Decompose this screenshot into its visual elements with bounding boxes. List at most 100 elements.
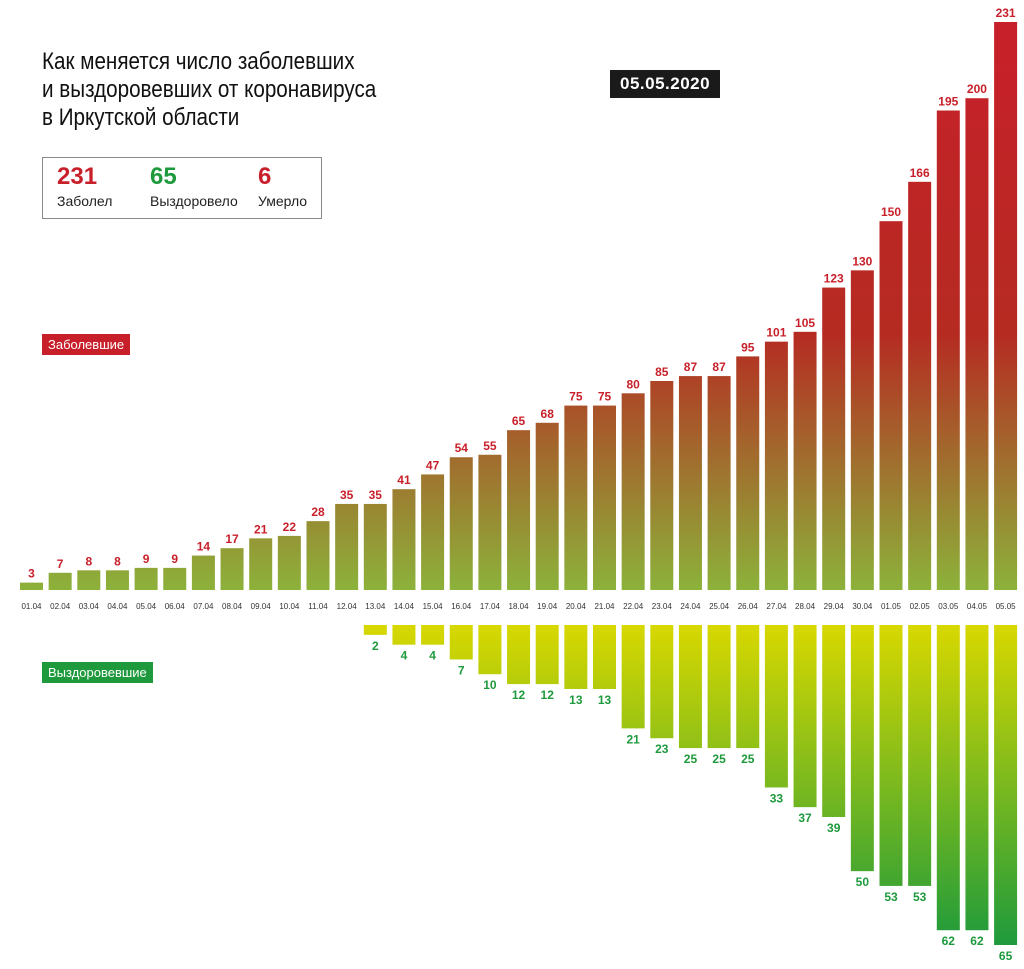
x-tick-label: 08.04 — [222, 602, 243, 611]
infected-value-label: 35 — [340, 488, 354, 502]
infected-value-label: 14 — [197, 540, 211, 554]
infected-value-label: 123 — [824, 272, 844, 286]
recovered-bar — [936, 625, 960, 931]
recovered-value-label: 23 — [655, 742, 669, 756]
recovered-value-label: 13 — [598, 693, 612, 707]
x-tick-label: 17.04 — [480, 602, 501, 611]
stat-infected-value: 231 — [57, 163, 98, 190]
infected-value-label: 17 — [225, 532, 239, 546]
stat-deaths-label: Умерло — [258, 193, 308, 209]
legend-infected: Заболевшие — [42, 334, 131, 355]
infected-bar — [363, 503, 387, 590]
recovered-value-label: 12 — [541, 688, 555, 702]
x-tick-label: 22.04 — [623, 602, 644, 611]
recovered-bar — [449, 625, 473, 660]
infected-bar — [306, 521, 330, 590]
recovered-value-label: 12 — [512, 688, 526, 702]
x-tick-label: 24.04 — [680, 602, 701, 611]
infected-bar — [421, 474, 445, 590]
x-tick-label: 12.04 — [337, 602, 358, 611]
infected-bar — [220, 548, 244, 590]
recovered-bar — [507, 625, 531, 685]
x-tick-label: 20.04 — [566, 602, 587, 611]
title-line-3: в Иркутской области — [42, 104, 240, 131]
infected-value-label: 28 — [311, 505, 325, 519]
infected-value-label: 7 — [57, 557, 64, 571]
infected-bar — [478, 454, 502, 590]
x-tick-label: 25.04 — [709, 602, 730, 611]
infected-value-label: 231 — [996, 6, 1016, 20]
infected-bar — [564, 405, 588, 590]
infected-series: 3 7 8 8 9 9 14 17 21 22 28 35 35 41 47 54 55 65 68 75 75 80 85… — [20, 6, 1018, 591]
recovered-value-label: 62 — [970, 934, 984, 948]
infected-bar — [449, 457, 473, 590]
recovered-bar — [793, 625, 817, 808]
infected-bar — [936, 110, 960, 591]
stats-box: 231 Заболел 65 Выздоровело 6 Умерло — [42, 157, 322, 219]
x-tick-label: 13.04 — [365, 602, 386, 611]
recovered-value-label: 25 — [741, 752, 755, 766]
x-tick-label: 03.04 — [79, 602, 100, 611]
infected-value-label: 85 — [655, 365, 669, 379]
infected-value-label: 68 — [541, 407, 555, 421]
recovered-bar — [621, 625, 645, 729]
recovered-value-label: 37 — [798, 811, 812, 825]
recovered-bar — [908, 625, 932, 886]
infected-bar — [621, 393, 645, 590]
x-tick-label: 10.04 — [279, 602, 300, 611]
x-tick-label: 27.04 — [766, 602, 787, 611]
infected-value-label: 95 — [741, 340, 755, 354]
infected-value-label: 105 — [795, 316, 815, 330]
infected-value-label: 9 — [143, 552, 150, 566]
recovered-value-label: 62 — [942, 934, 956, 948]
recovered-value-label: 33 — [770, 791, 784, 805]
title-line-1: Как меняется число заболевших — [42, 48, 355, 75]
x-tick-label: 01.05 — [881, 602, 902, 611]
infected-bar — [105, 570, 129, 590]
x-tick-label: 02.04 — [50, 602, 71, 611]
recovered-value-label: 53 — [884, 890, 898, 904]
stat-deaths: 6 Умерло — [258, 164, 307, 210]
recovered-bar — [764, 625, 788, 788]
recovered-bar — [822, 625, 846, 817]
infected-value-label: 101 — [766, 326, 786, 340]
x-tick-label: 05.05 — [996, 602, 1017, 611]
infected-value-label: 47 — [426, 458, 440, 472]
x-tick-label: 18.04 — [509, 602, 530, 611]
stat-recovered-label: Выздоровело — [150, 193, 238, 209]
recovered-value-label: 25 — [684, 752, 698, 766]
infected-bar — [163, 567, 187, 590]
x-tick-label: 14.04 — [394, 602, 415, 611]
recovered-bar — [593, 625, 616, 689]
x-axis-ticks: 01.04 02.04 03.04 04.04 05.04 06.04 07.04 08.04… — [21, 602, 1016, 611]
infected-value-label: 41 — [397, 473, 411, 487]
x-tick-label: 23.04 — [652, 602, 673, 611]
recovered-value-label: 21 — [626, 732, 640, 746]
recovered-value-label: 25 — [712, 752, 726, 766]
infected-value-label: 3 — [28, 567, 35, 581]
x-tick-label: 29.04 — [824, 602, 845, 611]
infected-value-label: 75 — [598, 390, 612, 404]
stat-deaths-value: 6 — [258, 163, 272, 190]
infected-value-label: 80 — [626, 377, 640, 391]
infected-bar — [764, 341, 788, 590]
x-tick-label: 21.04 — [594, 602, 615, 611]
infected-value-label: 21 — [254, 522, 268, 536]
recovered-value-label: 53 — [913, 890, 927, 904]
recovered-bar — [650, 625, 674, 739]
recovered-value-label: 4 — [429, 649, 436, 663]
recovered-value-label: 10 — [483, 678, 497, 692]
recovered-bar — [879, 625, 903, 886]
infected-bar — [277, 535, 301, 590]
infected-bar — [908, 181, 932, 590]
infected-value-label: 195 — [938, 95, 958, 109]
recovered-series: 2 4 4 7 10 12 12 13 13 21 23 25 25 25 33 37 39 50 53 53 62 62… — [363, 625, 1018, 963]
x-tick-label: 05.04 — [136, 602, 157, 611]
infected-value-label: 150 — [881, 205, 901, 219]
recovered-bar — [707, 625, 731, 749]
x-tick-label: 16.04 — [451, 602, 472, 611]
infected-bar — [850, 270, 874, 590]
x-tick-label: 26.04 — [738, 602, 759, 611]
infected-value-label: 75 — [569, 390, 583, 404]
